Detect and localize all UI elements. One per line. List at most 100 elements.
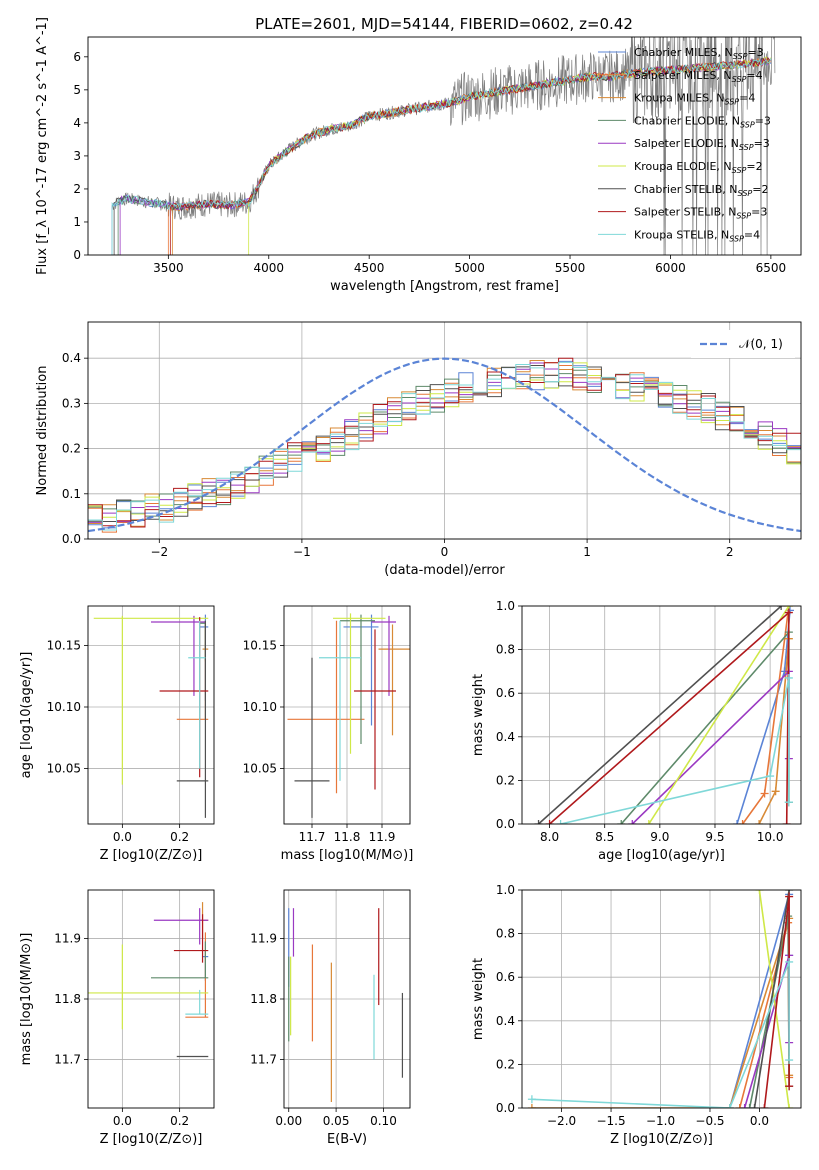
y-tick-label: 10.15 <box>243 638 277 652</box>
weight-marker <box>733 820 742 824</box>
y-tick-label: 0.4 <box>62 351 81 365</box>
legend-nssp: =2 <box>752 183 768 196</box>
x-tick-label: 6500 <box>756 261 787 275</box>
plot-area-age_vs_Z <box>93 614 209 818</box>
errorbar-point <box>88 944 209 1030</box>
errorbar-point <box>354 629 396 790</box>
errorbar-point <box>176 620 209 818</box>
axes-frame <box>521 889 802 1109</box>
x-tick-label: 0 <box>441 545 449 559</box>
x-tick-label: 11.7 <box>299 830 326 844</box>
hist-8 <box>88 361 801 531</box>
legend-subscript: SSP <box>736 212 751 221</box>
x-axis-label: (data-model)/error <box>384 563 505 578</box>
x-tick-label: 1 <box>583 545 591 559</box>
hist-4 <box>88 362 801 523</box>
x-tick-label: 0.10 <box>370 1114 397 1128</box>
y-tick-label: 0.0 <box>62 532 81 546</box>
model-spectrum-8 <box>111 58 772 255</box>
y-tick-label: 0.0 <box>496 817 515 831</box>
y-tick-label: 10.10 <box>243 700 277 714</box>
x-tick-label: 11.9 <box>369 830 396 844</box>
panel-age_vs_mass: 11.7 11.8 11.9 10.05 10.10 10.15 mass [log10(M… <box>243 605 413 863</box>
weight-marker <box>755 820 764 824</box>
y-tick-label: 11.9 <box>54 931 81 945</box>
y-tick-label: 3 <box>73 149 81 163</box>
weight-marker <box>784 673 793 682</box>
frame-age_vs_mass: 11.7 11.8 11.9 10.05 10.10 10.15 mass [log10(M… <box>243 605 413 863</box>
legend-nssp: =4 <box>739 92 755 105</box>
weight-line-4 <box>631 669 790 824</box>
x-tick-label: −1 <box>293 545 311 559</box>
y-tick-label: 0.1 <box>62 487 81 501</box>
legend-nssp: =3 <box>747 46 763 59</box>
frame-age_vs_Z: 0.0 0.2 10.05 10.10 10.15 Z [log10(Z/Z⊙)] age … <box>19 605 215 863</box>
legend-subscript: SSP <box>732 75 747 84</box>
errorbar-point <box>159 617 209 778</box>
legend-frame <box>691 330 795 358</box>
weight-marker <box>556 820 565 824</box>
legend-nssp: =3 <box>754 137 770 150</box>
x-tick-label: 3500 <box>153 261 184 275</box>
x-tick-label: 9.0 <box>650 830 669 844</box>
y-axis-label: Normed distribution <box>35 366 50 496</box>
y-tick-label: 0.8 <box>496 927 515 941</box>
x-axis-label: E(B-V) <box>327 1132 367 1147</box>
y-tick-label: 11.8 <box>250 992 277 1006</box>
y-tick-label: 11.7 <box>54 1053 81 1067</box>
hist-2 <box>88 360 801 527</box>
x-tick-label: 11.8 <box>334 830 361 844</box>
weight-marker <box>534 820 543 824</box>
normal-curve <box>88 357 801 533</box>
x-tick-label: 8.5 <box>595 830 614 844</box>
weight-marker <box>785 957 794 966</box>
x-tick-label: 5000 <box>454 261 485 275</box>
weight-line-6 <box>537 606 782 824</box>
errorbar-point <box>378 624 410 736</box>
legend-subscript: SSP <box>724 98 739 107</box>
axes-frame <box>87 889 215 1109</box>
axes-frame <box>283 605 411 825</box>
weight-marker <box>725 1104 734 1108</box>
errorbar-point <box>151 615 206 696</box>
frame-massweight_vs_age: 8.0 8.5 9.0 9.5 10.0 0.0 0.2 0.4 0.6 0.8 1.0 age [l… <box>471 599 802 863</box>
frame-residuals: −2 −1 0 1 2 0.0 0.1 0.2 0.3 0.4 (data-model)/error… <box>35 321 802 578</box>
weight-marker <box>527 1095 536 1104</box>
legend-nssp: =4 <box>746 69 762 82</box>
legend-spectrum: Chabrier MILES, NSSP=3 Salpeter MILES, NS… <box>598 46 771 243</box>
weight-marker <box>784 608 793 617</box>
errorbar-point <box>185 989 209 1015</box>
model-spectrum-4 <box>119 55 771 255</box>
observed-spectrum <box>111 37 776 255</box>
weight-line-5 <box>648 606 790 824</box>
x-tick-label: 0.0 <box>113 1114 132 1128</box>
panel-residuals: −2 −1 0 1 2 0.0 0.1 0.2 0.3 0.4 (data-model)/error… <box>35 321 802 578</box>
y-tick-label: 1.0 <box>496 883 515 897</box>
weight-marker <box>527 1104 536 1108</box>
weight-line-8 <box>531 961 790 1108</box>
errorbar-point <box>93 615 209 785</box>
weight-marker <box>617 820 626 824</box>
plot-area-massweight_vs_Z <box>527 890 794 1108</box>
legend-entry: Kroupa ELODIE, NSSP=2 <box>634 160 763 175</box>
weight-marker <box>735 1104 744 1108</box>
y-tick-label: 11.9 <box>250 931 277 945</box>
frame-mass_vs_Z: 0.0 0.2 11.7 11.8 11.9 Z [log10(Z/Z⊙)] mass [l… <box>19 889 215 1147</box>
x-tick-label: −2.0 <box>547 1114 576 1128</box>
x-tick-label: −1.0 <box>646 1114 675 1128</box>
weight-line-8 <box>560 677 790 824</box>
legend-subscript: SSP <box>733 52 748 61</box>
weight-marker <box>785 1104 794 1108</box>
weight-marker <box>745 1104 754 1108</box>
y-axis-label: mass weight <box>471 674 486 756</box>
x-axis-label: age [log10(age/yr)] <box>598 848 725 863</box>
y-tick-label: 10.05 <box>243 762 277 776</box>
errorbar-point <box>176 620 209 720</box>
legend-subscript: SSP <box>740 120 755 129</box>
y-axis-label: mass [log10(M/M⊙)] <box>19 933 34 1066</box>
y-tick-label: 0 <box>73 248 81 262</box>
x-tick-label: 0.2 <box>170 1114 189 1128</box>
x-tick-label: 5500 <box>555 261 586 275</box>
y-tick-label: 0.0 <box>496 1101 515 1115</box>
plot-area-mass_vs_ebv <box>288 908 404 1102</box>
